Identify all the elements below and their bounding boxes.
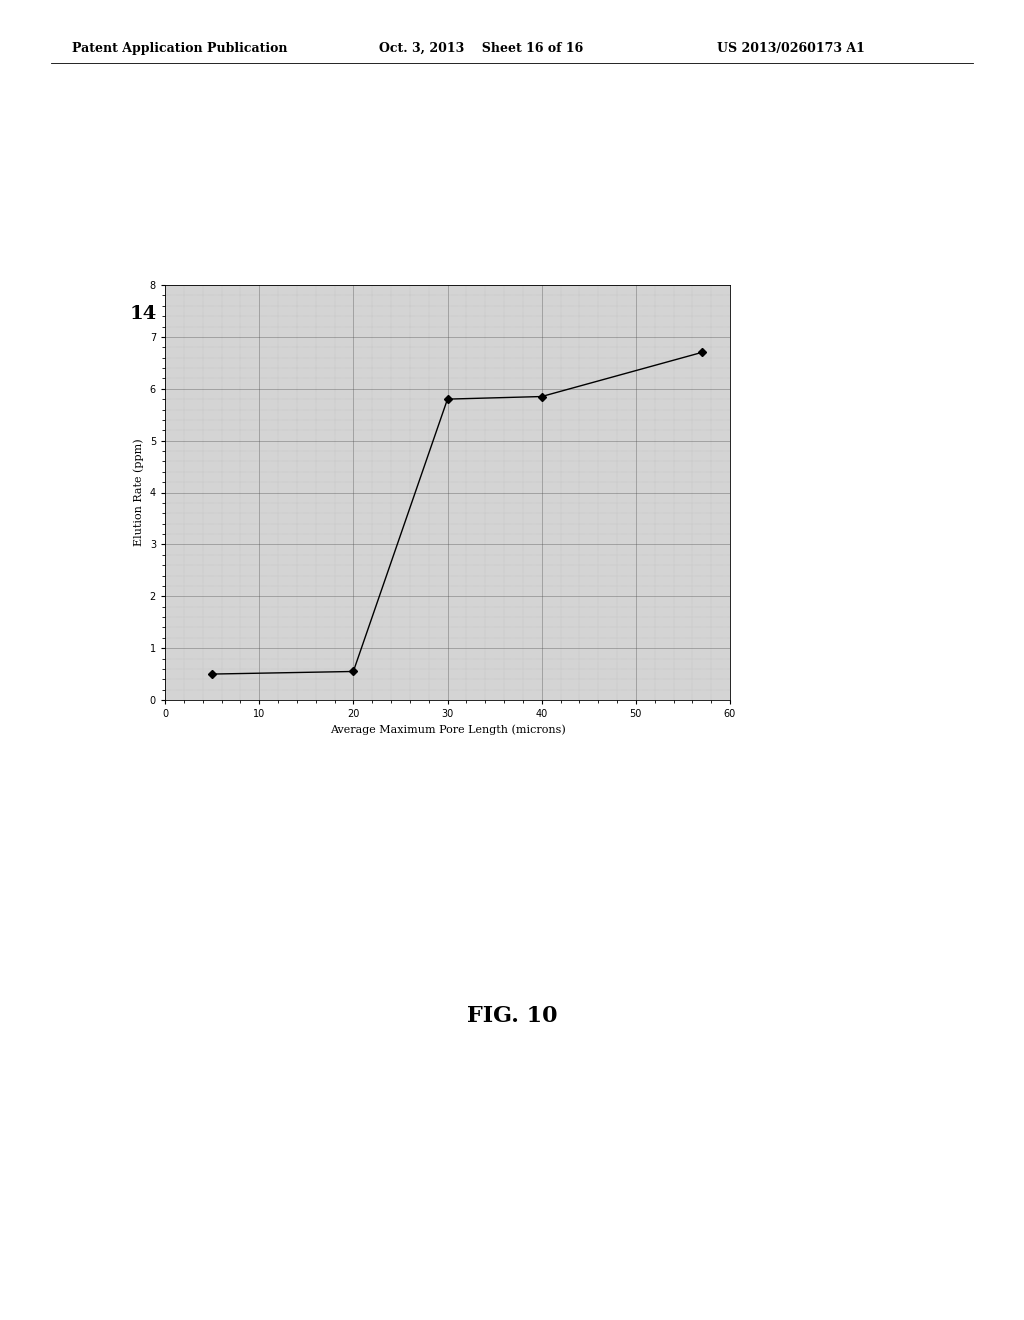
Text: 14: 14: [130, 305, 158, 323]
Text: Patent Application Publication: Patent Application Publication: [72, 42, 287, 55]
Text: Oct. 3, 2013    Sheet 16 of 16: Oct. 3, 2013 Sheet 16 of 16: [379, 42, 583, 55]
X-axis label: Average Maximum Pore Length (microns): Average Maximum Pore Length (microns): [330, 725, 565, 735]
Text: FIG. 10: FIG. 10: [467, 1005, 557, 1027]
Text: US 2013/0260173 A1: US 2013/0260173 A1: [717, 42, 864, 55]
Y-axis label: Elution Rate (ppm): Elution Rate (ppm): [133, 438, 144, 546]
